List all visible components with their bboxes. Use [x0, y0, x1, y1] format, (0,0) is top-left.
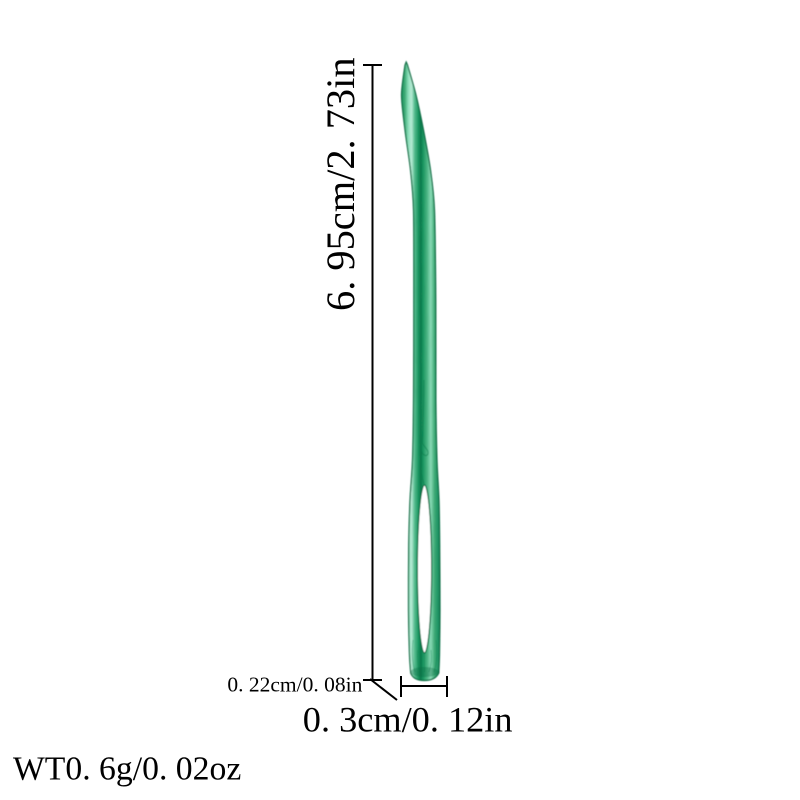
svg-text:0. 3cm/0. 12in: 0. 3cm/0. 12in: [303, 699, 513, 739]
svg-text:0. 22cm/0. 08in: 0. 22cm/0. 08in: [227, 672, 362, 696]
svg-text:WT0. 6g/0. 02oz: WT0. 6g/0. 02oz: [13, 750, 241, 787]
svg-text:6. 95cm/2. 73in: 6. 95cm/2. 73in: [318, 57, 363, 311]
